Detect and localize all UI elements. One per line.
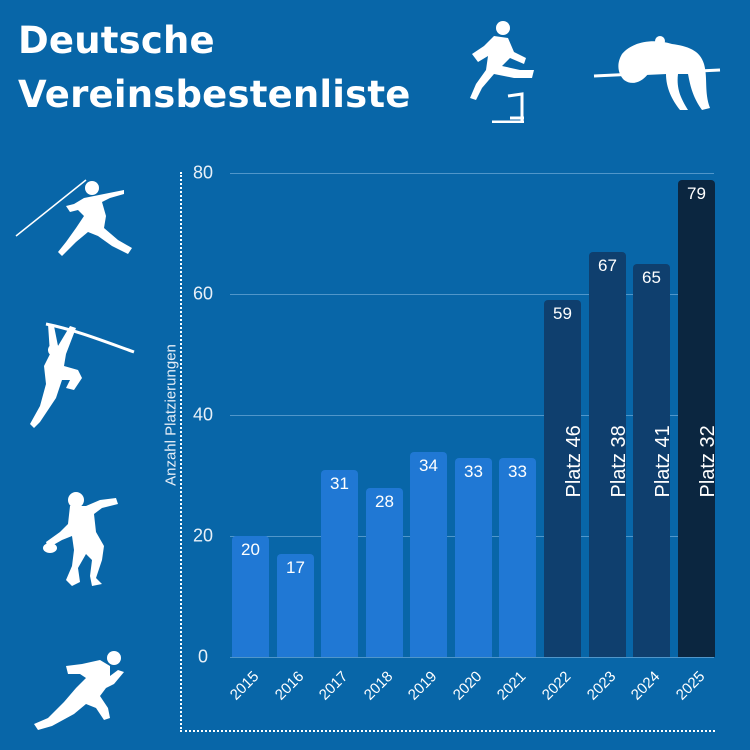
bar-2017: 31	[321, 470, 358, 657]
high-jumper-icon	[593, 36, 721, 111]
x-tick-2018: 2018	[360, 668, 397, 704]
x-tick-2024: 2024	[627, 668, 664, 704]
javelin-thrower-icon	[15, 179, 132, 256]
y-tick-60: 60	[192, 283, 214, 304]
y-axis-label: Anzahl Platzierungen	[162, 344, 180, 486]
bar-value: 28	[375, 492, 394, 511]
rank-label: Platz 41	[651, 425, 674, 498]
bar-value: 31	[330, 474, 349, 493]
rank-label: Platz 46	[562, 425, 585, 498]
bar-2016: 17	[277, 554, 314, 657]
bar-2021: 33	[499, 458, 536, 657]
bar-value: 33	[508, 462, 527, 481]
y-tick-20: 20	[192, 525, 214, 546]
x-tick-2022: 2022	[538, 668, 575, 704]
rank-label: Platz 32	[696, 425, 719, 498]
x-tick-2017: 2017	[315, 668, 352, 704]
pole-vaulter-icon	[30, 322, 135, 428]
page-title: Deutsche Vereinsbestenliste	[18, 14, 411, 122]
bar-2023: 67 Platz 38	[589, 252, 630, 657]
x-tick-2023: 2023	[583, 668, 620, 704]
title-line-2: Vereinsbestenliste	[18, 73, 411, 116]
y-tick-0: 0	[197, 646, 208, 667]
bar-value: 79	[687, 184, 706, 203]
sprinter-icon	[34, 651, 124, 730]
x-tick-2015: 2015	[226, 668, 263, 704]
rank-label: Platz 38	[607, 425, 630, 498]
x-tick-2025: 2025	[672, 668, 709, 704]
bar-2019: 34	[410, 452, 447, 657]
gridline-60	[230, 294, 714, 295]
x-tick-2019: 2019	[404, 668, 441, 704]
bar-2015: 20	[232, 536, 269, 657]
bar-value: 33	[464, 462, 483, 481]
bar-value: 20	[241, 540, 260, 559]
bar-value: 65	[642, 268, 661, 287]
bar-value: 59	[553, 304, 572, 323]
bar-2022: 59 Platz 46	[544, 300, 585, 657]
chart-frame-left	[180, 172, 182, 732]
chart-frame-bottom	[180, 730, 715, 732]
bar-value: 67	[598, 256, 617, 275]
bar-2024: 65 Platz 41	[633, 264, 674, 657]
bar-value: 34	[419, 456, 438, 475]
gridline-40	[230, 415, 714, 416]
x-tick-2021: 2021	[493, 668, 530, 704]
bar-2020: 33	[455, 458, 492, 657]
x-tick-2020: 2020	[449, 668, 486, 704]
y-tick-80: 80	[192, 162, 214, 183]
x-tick-2016: 2016	[271, 668, 308, 704]
title-line-1: Deutsche	[18, 19, 215, 62]
bar-2018: 28	[366, 488, 403, 657]
hurdler-icon	[470, 21, 534, 123]
discus-thrower-icon	[43, 492, 118, 586]
bar-2025: 79 Platz 32	[678, 180, 719, 657]
y-tick-40: 40	[192, 404, 214, 425]
gridline-0	[230, 657, 714, 658]
bar-value: 17	[286, 558, 305, 577]
gridline-80	[230, 173, 714, 174]
